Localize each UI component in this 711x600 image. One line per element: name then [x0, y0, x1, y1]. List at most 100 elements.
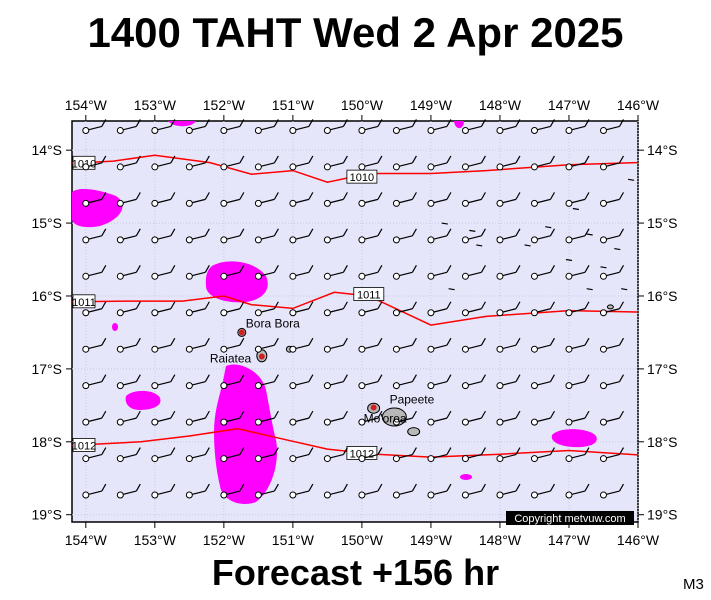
wind-barb [254, 264, 279, 280]
wind-barb [530, 155, 555, 171]
lat-label-right: 17°S [647, 361, 678, 377]
wind-barb [427, 264, 452, 280]
atoll [621, 288, 628, 291]
wind-barb [82, 155, 107, 171]
lon-label-bottom: 146°W [617, 532, 660, 548]
place-label: Papeete [390, 393, 435, 407]
wind-barb [116, 301, 141, 317]
wind-barb [358, 447, 383, 463]
lon-label-bottom: 152°W [203, 532, 246, 548]
lat-label-right: 19°S [647, 507, 678, 523]
wind-barb [496, 410, 521, 426]
wind-barb [358, 119, 383, 134]
lon-label-bottom: 150°W [341, 532, 384, 548]
wind-barb [565, 119, 590, 134]
wind-barb [151, 264, 176, 280]
atoll [572, 207, 579, 211]
wind-barb [254, 410, 279, 426]
lon-label-top: 148°W [479, 97, 522, 113]
wind-barb [254, 192, 279, 207]
copyright-box: Copyright metvuw.com [506, 511, 634, 525]
wind-barb [392, 447, 417, 463]
wind-barb [116, 410, 141, 426]
wind-barb [220, 192, 245, 207]
wind-barb [220, 119, 245, 134]
wind-barb [565, 447, 590, 463]
wind-barb [289, 374, 314, 390]
gridlines [72, 121, 639, 522]
wind-barb [289, 483, 314, 499]
wind-barb [599, 264, 625, 280]
lon-label-bottom: 149°W [410, 532, 453, 548]
precip-area [205, 261, 268, 303]
wind-barb [185, 301, 210, 317]
atoll [614, 247, 621, 251]
wind-barb [599, 410, 625, 426]
wind-barb [358, 228, 383, 244]
wind-barb [151, 228, 176, 244]
wind-barb [151, 119, 176, 134]
lat-label-left: 19°S [31, 507, 62, 523]
wind-barb [116, 483, 141, 499]
wind-barb [461, 264, 486, 280]
wind-barb [599, 301, 625, 317]
island [606, 304, 614, 310]
wind-barb [358, 337, 383, 353]
wind-barb [358, 410, 383, 426]
atoll [448, 288, 455, 291]
wind-barb [220, 155, 245, 171]
wind-barb [323, 374, 348, 390]
wind-barb [461, 192, 486, 207]
wind-barb [151, 483, 176, 499]
wind-barb [392, 301, 417, 317]
wind-barb [496, 119, 521, 134]
wind-barb [220, 264, 245, 280]
wind-barb [358, 301, 383, 317]
wind-barb [496, 264, 521, 280]
precip-area [168, 121, 196, 127]
wind-barb [289, 155, 314, 171]
lon-label-top: 152°W [203, 97, 246, 113]
wind-barb [599, 119, 625, 134]
wind-barb [323, 119, 348, 134]
wind-barb [185, 119, 210, 134]
wind-barb [185, 155, 210, 171]
wind-barb [116, 374, 141, 390]
wind-barb [427, 374, 452, 390]
atoll [524, 244, 531, 247]
wind-barb [565, 483, 590, 499]
town-marker [258, 353, 265, 360]
atoll [545, 226, 552, 229]
wind-barb [185, 447, 210, 463]
wind-barb [565, 228, 590, 244]
wind-barb [496, 228, 521, 244]
wind-barb [599, 155, 625, 171]
lon-label-top: 154°W [65, 97, 108, 113]
wind-barb [254, 119, 279, 134]
precip-area [551, 429, 597, 448]
lon-label-bottom: 154°W [65, 532, 108, 548]
wind-barb [392, 483, 417, 499]
wind-barb [530, 410, 555, 426]
lon-label-bottom: 153°W [134, 532, 177, 548]
wind-barb [358, 374, 383, 390]
wind-barb [461, 337, 486, 353]
wind-barb [289, 337, 314, 353]
wind-barb [599, 447, 625, 463]
wind-barb [461, 301, 486, 317]
wind-barb [220, 337, 245, 353]
wind-barb [289, 301, 314, 317]
wind-barb [530, 374, 555, 390]
wind-barb [599, 192, 625, 207]
wind-barb [185, 483, 210, 499]
wind-barb [461, 228, 486, 244]
precip-area [125, 390, 161, 410]
town-marker [238, 329, 245, 336]
wind-barb [530, 119, 555, 134]
lon-label-bottom: 151°W [272, 532, 315, 548]
isobar-label: 1011 [357, 290, 381, 302]
wind-barb [323, 483, 348, 499]
lon-label-top: 149°W [410, 97, 453, 113]
precip-area [460, 474, 472, 480]
